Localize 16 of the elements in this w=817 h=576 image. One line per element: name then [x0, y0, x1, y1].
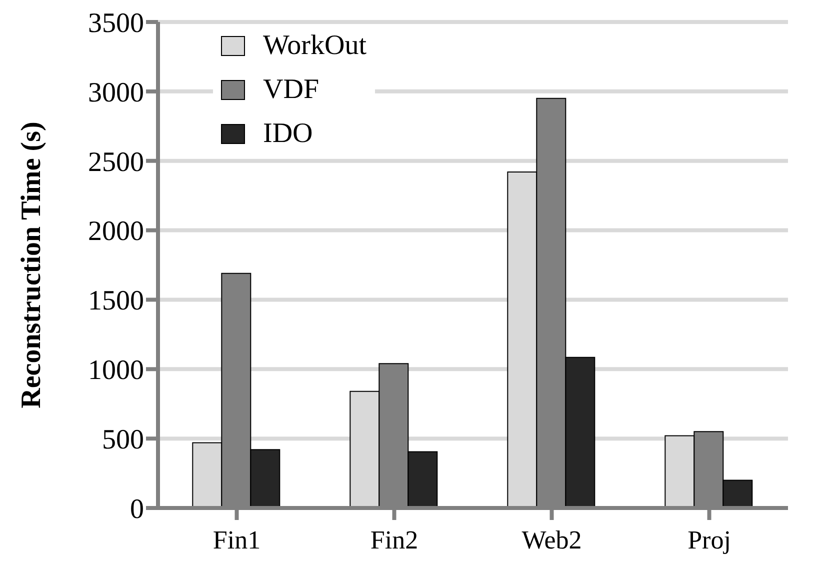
y-axis-title: Reconstruction Time (s)	[16, 122, 47, 408]
legend-label: IDO	[263, 118, 313, 150]
x-tick-label: Web2	[522, 525, 582, 554]
x-tick-label: Proj	[688, 525, 731, 554]
y-tick-label: 3000	[88, 77, 144, 108]
y-tick-label: 2000	[88, 216, 144, 248]
x-tick-label: Fin1	[212, 525, 261, 554]
legend-label: WorkOut	[263, 30, 367, 62]
x-tick-label: Fin2	[370, 525, 418, 554]
legend-label: VDF	[263, 74, 320, 106]
y-tick-label: 1500	[88, 286, 144, 317]
y-tick-label: 3500	[88, 8, 144, 39]
y-tick-label: 1000	[88, 355, 144, 386]
y-tick-label: 2500	[88, 146, 144, 178]
y-tick-label: 0	[130, 494, 144, 525]
y-tick-label: 500	[102, 424, 144, 456]
